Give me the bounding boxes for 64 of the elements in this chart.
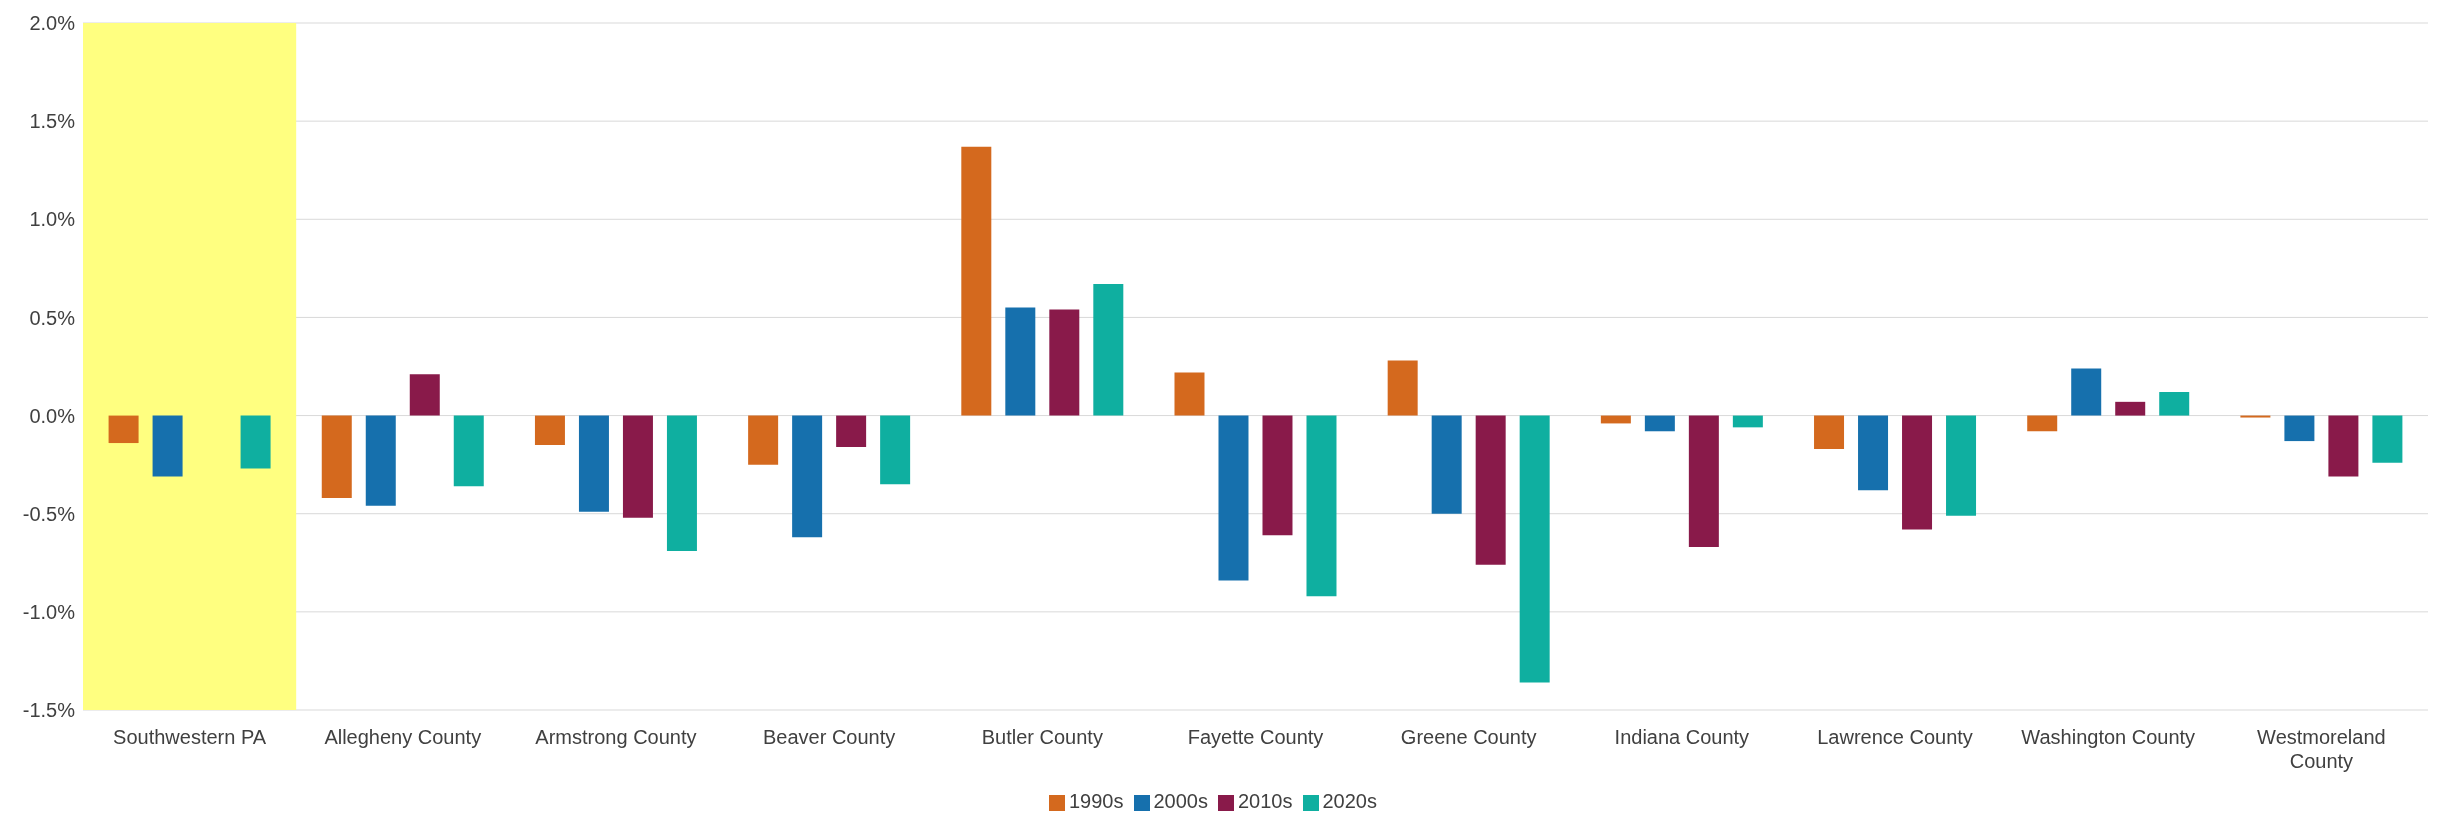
- bar: [1093, 284, 1124, 416]
- bar: [1519, 415, 1550, 683]
- bar: [666, 415, 697, 552]
- x-tick-label: Southwestern PA: [113, 726, 267, 748]
- bar: [1814, 415, 1845, 449]
- bar: [534, 415, 565, 446]
- y-tick-label: 1.0%: [29, 208, 76, 231]
- bar: [2328, 415, 2359, 477]
- bar: [1475, 415, 1506, 565]
- x-tick-label: Beaver County: [762, 726, 896, 748]
- bar: [1858, 415, 1889, 491]
- y-tick-label: -0.5%: [22, 502, 76, 525]
- bar: [836, 415, 867, 447]
- bar: [2027, 415, 2058, 432]
- bar: [1306, 415, 1337, 597]
- legend-label: 1990s: [1069, 790, 1124, 812]
- bar: [1387, 360, 1418, 416]
- bar: [1644, 415, 1675, 432]
- bar: [1688, 415, 1719, 548]
- y-tick-label: -1.5%: [22, 699, 76, 722]
- y-tick-label: -1.0%: [22, 600, 76, 623]
- bar: [453, 415, 484, 487]
- y-tick-label: 1.5%: [29, 110, 76, 133]
- bar: [2372, 415, 2403, 463]
- bar: [108, 415, 139, 444]
- bar: [2115, 401, 2146, 416]
- x-tick-label: Greene County: [1400, 726, 1537, 748]
- bar: [1174, 372, 1205, 416]
- legend-label: 2000s: [1153, 790, 1208, 812]
- bar: [2159, 392, 2190, 416]
- bar: [1049, 309, 1080, 416]
- bar: [622, 415, 653, 518]
- bar: [409, 374, 440, 416]
- bar: [240, 415, 271, 469]
- bar: [1218, 415, 1249, 581]
- legend-label: 2010s: [1238, 790, 1293, 812]
- bar: [152, 415, 183, 477]
- x-tick-label: Allegheny County: [324, 726, 482, 748]
- bar: [365, 415, 396, 506]
- x-tick-label: Indiana County: [1614, 726, 1750, 748]
- bar: [2284, 415, 2315, 442]
- y-tick-label: 0.0%: [29, 404, 76, 427]
- x-tick-label: Lawrence County: [1817, 726, 1973, 748]
- legend-label: 2020s: [1322, 790, 1377, 812]
- x-tick-label: Armstrong County: [535, 726, 697, 748]
- bar: [961, 146, 992, 416]
- y-tick-label: 0.5%: [29, 306, 76, 329]
- bar: [1005, 307, 1036, 416]
- bar: [1262, 415, 1293, 536]
- y-tick-label: 2.0%: [29, 12, 76, 35]
- bar: [748, 415, 779, 465]
- bar: [1431, 415, 1462, 514]
- x-tick-label: Washington County: [2021, 726, 2196, 748]
- x-tick-label: Westmoreland County: [2257, 726, 2386, 772]
- bar: [321, 415, 352, 499]
- bar: [1946, 415, 1977, 516]
- x-tick-label: Butler County: [981, 726, 1103, 748]
- bar: [2071, 368, 2102, 416]
- bar: [792, 415, 823, 538]
- x-tick-label: Fayette County: [1187, 726, 1324, 748]
- bar: [1732, 415, 1763, 428]
- bar: [578, 415, 609, 512]
- bar: [1902, 415, 1933, 530]
- bar: [880, 415, 911, 485]
